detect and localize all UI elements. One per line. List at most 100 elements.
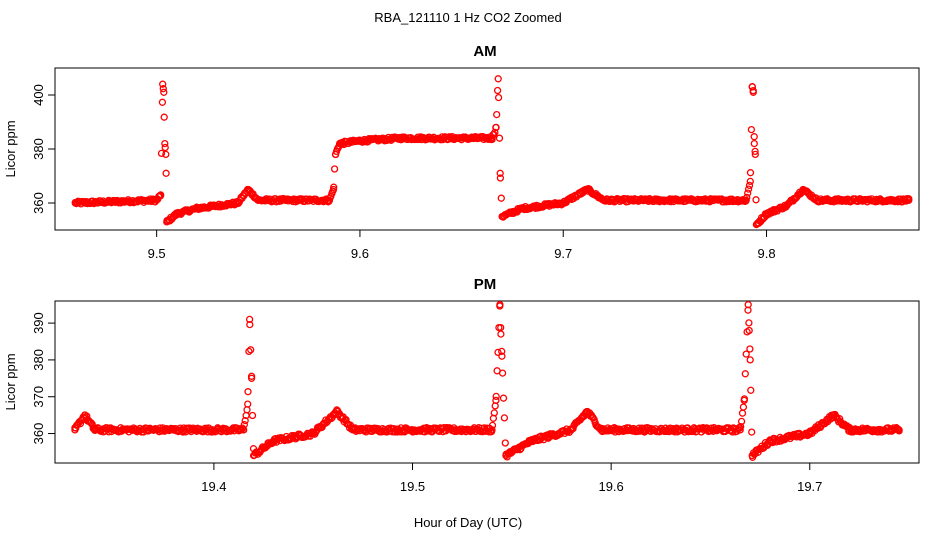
am-y-axis-title: Licor ppm bbox=[3, 120, 18, 177]
pm-data-point bbox=[244, 388, 252, 396]
pm-data-point bbox=[488, 421, 497, 430]
am-data-point bbox=[159, 85, 167, 93]
pm-data-point bbox=[567, 426, 576, 434]
pm-data-point bbox=[583, 407, 591, 416]
am-data-point bbox=[320, 197, 329, 205]
pm-data-point bbox=[806, 429, 814, 438]
pm-data-point bbox=[490, 409, 498, 417]
pm-data-point bbox=[748, 451, 756, 460]
pm-data-point bbox=[247, 346, 255, 354]
am-x-tick-label: 9.8 bbox=[757, 246, 775, 261]
pm-data-point bbox=[240, 426, 248, 434]
pm-y-axis: 360 370 380 390 bbox=[31, 312, 55, 444]
am-data-point bbox=[325, 196, 334, 204]
am-data-point bbox=[783, 202, 791, 210]
pm-data-point bbox=[243, 406, 251, 414]
am-data-point bbox=[335, 139, 344, 148]
am-data-point bbox=[159, 80, 167, 88]
am-data-point bbox=[493, 110, 501, 119]
am-data-point bbox=[813, 196, 822, 204]
am-data-point bbox=[157, 191, 165, 199]
am-data-point bbox=[743, 193, 751, 202]
am-data-point bbox=[160, 113, 168, 121]
am-x-tick-label: 9.7 bbox=[554, 246, 572, 261]
am-data-point bbox=[162, 150, 170, 159]
pm-data-point bbox=[737, 417, 746, 426]
pm-data-point bbox=[502, 451, 510, 460]
pm-data-point bbox=[497, 330, 505, 338]
am-data-point bbox=[494, 75, 502, 83]
pm-data-point bbox=[736, 426, 744, 434]
pm-data-point bbox=[248, 411, 257, 420]
pm-data-point bbox=[829, 411, 838, 419]
am-data-point bbox=[157, 149, 166, 158]
pm-x-tick-label: 19.4 bbox=[201, 479, 226, 494]
am-data-point bbox=[905, 196, 913, 204]
am-data-point bbox=[193, 204, 201, 213]
am-data-point bbox=[492, 123, 500, 132]
pm-data-point bbox=[737, 422, 745, 431]
pm-data-point bbox=[745, 326, 753, 335]
pm-data-point bbox=[349, 426, 357, 434]
pm-points bbox=[71, 301, 903, 461]
am-data-point bbox=[493, 86, 502, 95]
am-panel-title: AM bbox=[473, 43, 496, 60]
am-data-point bbox=[329, 185, 338, 194]
am-data-point bbox=[161, 143, 169, 152]
pm-y-axis-title: Licor ppm bbox=[3, 353, 18, 410]
x-axis-title: Hour of Day (UTC) bbox=[414, 515, 522, 530]
pm-data-point bbox=[81, 411, 89, 419]
pm-data-point bbox=[741, 370, 749, 378]
am-data-point bbox=[583, 185, 592, 194]
am-data-point bbox=[234, 199, 242, 207]
pm-y-tick-label: 360 bbox=[31, 423, 46, 445]
am-points bbox=[71, 75, 913, 229]
pm-data-point bbox=[597, 426, 605, 434]
pm-data-point bbox=[249, 451, 258, 460]
pm-data-point bbox=[498, 369, 507, 377]
am-data-point bbox=[71, 199, 79, 207]
am-data-point bbox=[495, 134, 504, 142]
pm-data-point bbox=[492, 392, 500, 401]
pm-y-tick-label: 390 bbox=[31, 312, 46, 334]
am-data-point bbox=[330, 165, 339, 173]
pm-data-point bbox=[845, 426, 854, 434]
pm-data-point bbox=[240, 421, 248, 429]
pm-x-axis: 19.4 19.5 19.6 19.7 bbox=[201, 463, 822, 494]
am-data-point bbox=[744, 189, 752, 197]
pm-data-point bbox=[309, 429, 317, 438]
pm-data-point bbox=[494, 348, 502, 357]
am-y-tick-label: 360 bbox=[31, 192, 46, 214]
am-data-point bbox=[161, 139, 169, 148]
pm-data-point bbox=[246, 320, 254, 329]
pm-data-point bbox=[492, 396, 500, 405]
am-data-point bbox=[162, 169, 170, 177]
pm-data-point bbox=[71, 426, 79, 434]
pm-data-point bbox=[498, 347, 506, 356]
pm-data-point bbox=[746, 356, 754, 364]
am-data-point bbox=[751, 150, 759, 159]
am-x-axis: 9.5 9.6 9.7 9.8 bbox=[148, 230, 776, 261]
pm-data-point bbox=[241, 416, 249, 425]
am-data-point bbox=[496, 169, 504, 177]
pm-data-point bbox=[499, 394, 508, 402]
pm-data-point bbox=[569, 424, 577, 433]
pm-data-point bbox=[498, 352, 506, 360]
am-data-point bbox=[750, 133, 758, 141]
am-y-tick-label: 400 bbox=[31, 84, 46, 106]
pm-data-point bbox=[269, 437, 278, 445]
pm-data-point bbox=[528, 437, 536, 445]
am-data-point bbox=[331, 150, 340, 159]
pm-data-point bbox=[747, 386, 755, 394]
pm-data-point bbox=[739, 403, 748, 411]
pm-data-point bbox=[333, 407, 341, 416]
am-data-point bbox=[600, 196, 608, 204]
pm-data-point bbox=[247, 374, 256, 382]
am-data-point bbox=[254, 196, 262, 204]
am-data-point bbox=[518, 204, 527, 213]
pm-data-point bbox=[740, 396, 748, 405]
pm-data-point bbox=[744, 301, 752, 309]
pm-data-point bbox=[895, 426, 903, 434]
pm-panel-title: PM bbox=[474, 276, 497, 293]
am-data-point bbox=[163, 218, 171, 226]
